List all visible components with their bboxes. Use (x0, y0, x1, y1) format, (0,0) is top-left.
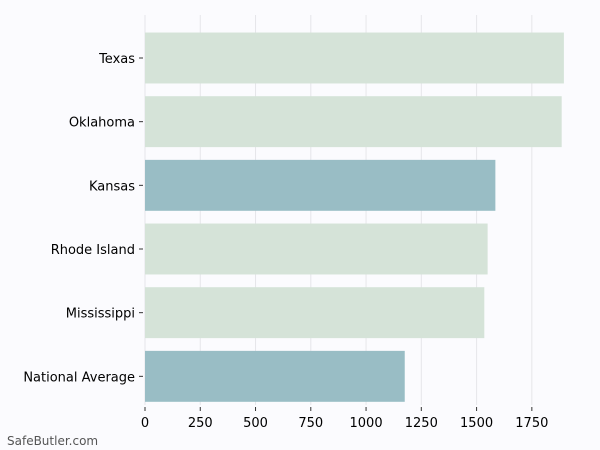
x-tick-label-1750: 1750 (515, 416, 548, 431)
bar-texas (145, 32, 564, 84)
bar-kansas (145, 159, 496, 211)
category-labels: Texas Oklahoma Kansas Rhode Island Mississip… (23, 52, 143, 385)
category-label-texas: Texas (98, 52, 135, 67)
category-label-national-average: National Average (23, 370, 135, 385)
x-tick-label-1250: 1250 (405, 416, 438, 431)
category-label-kansas: Kansas (89, 179, 135, 194)
x-tick-label-1000: 1000 (350, 416, 383, 431)
x-tick-label-500: 500 (243, 416, 268, 431)
bar-mississippi (145, 287, 485, 339)
x-axis: 0 250 500 750 1000 1250 1500 1750 (141, 407, 548, 431)
watermark: SafeButler.com (7, 434, 99, 448)
category-label-mississippi: Mississippi (66, 307, 135, 322)
category-label-oklahoma: Oklahoma (69, 116, 135, 131)
bar-national-average (145, 350, 405, 402)
category-label-rhode-island: Rhode Island (51, 243, 135, 258)
bars (145, 32, 564, 402)
x-tick-label-1500: 1500 (460, 416, 493, 431)
bar-oklahoma (145, 96, 562, 148)
x-tick-label-250: 250 (188, 416, 213, 431)
x-tick-label-750: 750 (298, 416, 323, 431)
x-tick-label-0: 0 (141, 416, 149, 431)
bar-rhode-island (145, 223, 488, 275)
